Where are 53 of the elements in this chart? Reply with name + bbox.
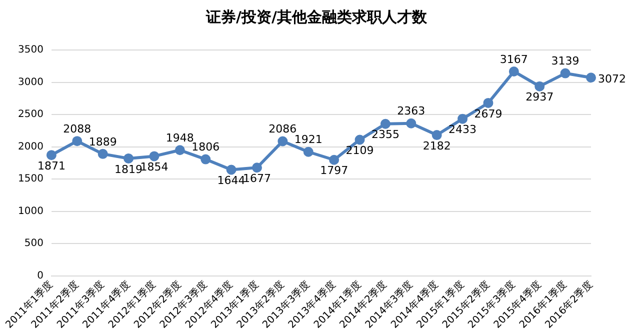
data-label: 1806	[192, 140, 220, 154]
point	[174, 145, 185, 156]
data-label: 2086	[268, 122, 297, 136]
y-tick-label: 3500	[18, 44, 44, 56]
point	[98, 148, 108, 159]
data-label: 1921	[294, 133, 322, 146]
data-label: 1889	[88, 135, 117, 148]
point	[46, 150, 56, 160]
point	[329, 154, 340, 165]
data-label: 2088	[63, 122, 92, 136]
point	[586, 72, 596, 83]
data-label: 1948	[166, 131, 194, 144]
point	[534, 81, 545, 92]
point	[380, 118, 390, 129]
point	[124, 153, 134, 164]
data-label: 3167	[500, 52, 528, 66]
data-label: 2433	[448, 123, 477, 136]
y-tick-label: 1000	[18, 206, 44, 217]
data-label: 2109	[346, 144, 374, 158]
y-tick-label: 2500	[18, 109, 44, 120]
point	[72, 136, 82, 146]
y-tick-label: 0	[37, 270, 44, 282]
data-label: 1644	[217, 174, 246, 188]
point	[354, 134, 365, 145]
point	[278, 136, 288, 146]
y-tick-label: 2000	[18, 141, 44, 152]
point	[406, 118, 416, 128]
data-label: 2679	[474, 107, 502, 120]
point	[483, 98, 494, 108]
y-tick-label: 500	[24, 238, 44, 250]
point	[508, 66, 519, 76]
point	[252, 162, 262, 173]
data-label: 2937	[526, 90, 554, 104]
y-tick-label: 1500	[18, 174, 44, 185]
data-label: 2355	[371, 128, 400, 142]
chart-title: 证券/投资/其他金融类求职人才数	[204, 8, 428, 27]
data-label: 1871	[37, 159, 66, 172]
point	[458, 114, 468, 124]
point	[432, 130, 442, 140]
y-tick-label: 3000	[18, 76, 44, 88]
data-label: 1797	[320, 164, 348, 178]
point	[200, 154, 211, 164]
data-label: 1819	[114, 162, 143, 176]
point	[303, 146, 314, 157]
data-label: 1854	[140, 160, 168, 174]
data-label: 1677	[242, 172, 271, 185]
data-label: 3139	[551, 54, 580, 68]
data-label: 3072	[598, 72, 626, 86]
point	[226, 164, 236, 175]
point	[560, 68, 570, 78]
point	[149, 151, 160, 162]
data-label: 2182	[422, 139, 451, 152]
data-label: 2363	[397, 104, 426, 118]
